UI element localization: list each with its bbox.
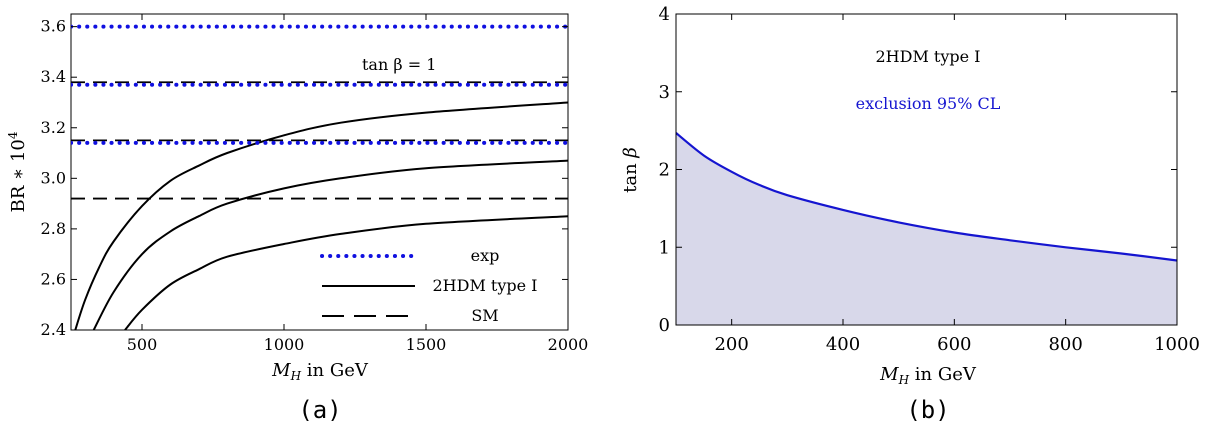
chart-a-y-tick-label: 2.6	[41, 269, 66, 288]
chart-b-y-tick-label: 1	[659, 237, 670, 258]
chart-a-series-2hdm-6	[74, 101, 568, 330]
chart-b-x-tick-label: 400	[826, 334, 860, 355]
chart-b-y-tick-label: 4	[659, 4, 670, 25]
chart-a-annotation: tan β = 1	[362, 55, 436, 74]
chart-b-annotation-model: 2HDM type I	[875, 47, 980, 66]
chart-a-y-tick-label: 2.8	[41, 219, 66, 238]
chart-a-y-tick-label: 3.2	[41, 118, 66, 137]
chart-b-exclusion-curve	[676, 132, 1177, 262]
chart-b-ticks: 200 400 600 800 1000 0 1 2 3 4	[659, 4, 1200, 355]
chart-b-x-tick-label: 1000	[1154, 334, 1200, 355]
chart-b-series-group	[676, 132, 1177, 325]
chart-a-x-tick-label: 2000	[548, 335, 589, 354]
chart-a: 500 1000 1500 2000 2.4 2.6 2.8 3.0 3.2 3.4 3.6 tan…	[6, 13, 589, 424]
chart-b-y-axis-label: tan β	[620, 147, 641, 193]
chart-a-x-axis-label: MH in GeV	[271, 360, 369, 383]
chart-a-x-tick-label: 500	[127, 335, 158, 354]
chart-a-series-2hdm-7	[92, 159, 568, 330]
legend-label-0: exp	[471, 246, 500, 265]
chart-b-x-tick-label: 600	[937, 334, 971, 355]
panel-b-label: (b)	[906, 396, 949, 424]
panel-a-label: (a)	[298, 396, 341, 424]
chart-a-y-tick-label: 3.4	[41, 67, 66, 86]
chart-a-ticks: 500 1000 1500 2000 2.4 2.6 2.8 3.0 3.2 3.4 3.6	[41, 14, 589, 354]
chart-a-y-tick-label: 3.6	[41, 17, 66, 36]
chart-b-y-tick-label: 3	[659, 82, 670, 103]
chart-a-y-axis-label: BR ∗ 104	[6, 131, 29, 212]
chart-b-x-tick-label: 200	[714, 334, 748, 355]
chart-a-plot-frame	[70, 13, 569, 331]
chart-a-legend: exp 2HDM type I SM	[320, 246, 538, 325]
chart-b-x-axis-label: MH in GeV	[879, 364, 977, 387]
chart-b: 200 400 600 800 1000 0 1 2 3 4 2HDM type I exclus…	[620, 4, 1200, 424]
chart-b-y-tick-label: 2	[659, 160, 670, 181]
legend-label-1: 2HDM type I	[432, 276, 537, 295]
chart-a-x-tick-label: 1500	[406, 335, 447, 354]
chart-a-y-tick-label: 2.4	[41, 320, 66, 339]
chart-b-excluded-area	[676, 133, 1177, 325]
chart-a-series-2hdm-8	[124, 215, 568, 330]
legend-label-2: SM	[471, 306, 498, 325]
chart-a-series-group	[71, 24, 568, 330]
chart-b-x-tick-label: 800	[1048, 334, 1082, 355]
chart-a-x-tick-label: 1000	[264, 335, 305, 354]
chart-a-y-tick-label: 3.0	[41, 168, 66, 187]
chart-b-y-tick-label: 0	[659, 315, 670, 336]
chart-b-annotation-exclusion: exclusion 95% CL	[856, 94, 1001, 113]
